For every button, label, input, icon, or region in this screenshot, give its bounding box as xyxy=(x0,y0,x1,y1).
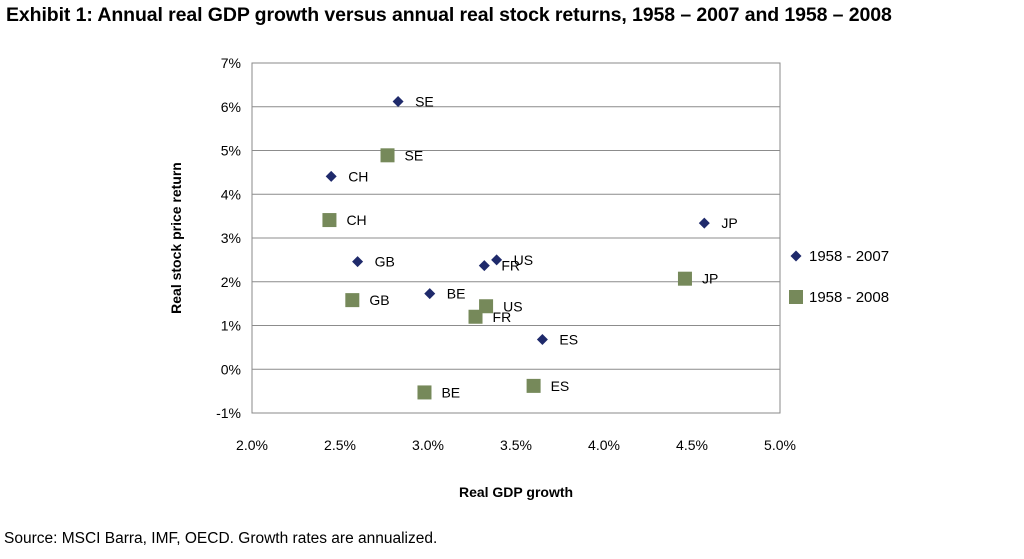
legend-label: 1958 - 2007 xyxy=(809,248,889,265)
x-tick-label: 2.0% xyxy=(236,437,268,453)
data-point-diamond xyxy=(325,170,337,182)
data-label: FR xyxy=(493,309,512,325)
data-point-diamond xyxy=(392,96,404,107)
data-label: US xyxy=(503,298,522,314)
data-point-square xyxy=(468,309,483,324)
data-point-diamond xyxy=(352,256,364,268)
y-tick-label: 3% xyxy=(221,230,241,246)
gridlines xyxy=(252,106,780,370)
data-label: FR xyxy=(501,258,520,274)
y-tick-label: 2% xyxy=(221,274,241,290)
data-point-square xyxy=(380,148,395,163)
legend: 1958 - 2007 1958 - 2008 xyxy=(789,248,889,306)
y-tick-label: 0% xyxy=(221,361,241,377)
x-tick-label: 4.0% xyxy=(588,437,620,453)
data-point-square xyxy=(417,385,432,400)
data-label: SE xyxy=(415,94,434,110)
scatter-chart: -1% 0% 1% 2% 3% 4% 5% 6% 7% 2.0% 2.5% 3.0% 3.5% 4.0%… xyxy=(168,55,889,500)
data-label: JP xyxy=(721,215,737,231)
data-point-square xyxy=(526,378,541,393)
y-tick-label: -1% xyxy=(216,405,241,421)
x-tick-label: 3.0% xyxy=(412,437,444,453)
y-axis-ticks: -1% 0% 1% 2% 3% 4% 5% 6% 7% xyxy=(216,55,241,421)
y-tick-label: 1% xyxy=(221,318,241,334)
x-tick-label: 2.5% xyxy=(324,437,356,453)
source-note: Source: MSCI Barra, IMF, OECD. Growth ra… xyxy=(4,530,438,547)
data-label: BE xyxy=(441,384,460,400)
data-point-square xyxy=(322,213,337,228)
data-label: BE xyxy=(447,286,466,302)
data-label: CH xyxy=(346,212,366,228)
x-tick-label: 5.0% xyxy=(764,437,796,453)
y-axis-title: Real stock price return xyxy=(168,162,184,314)
data-label: ES xyxy=(551,378,570,394)
data-label: SE xyxy=(405,147,424,163)
data-point-diamond xyxy=(491,254,503,266)
data-point-square xyxy=(345,293,360,308)
y-tick-label: 4% xyxy=(221,186,241,202)
legend-label: 1958 - 2008 xyxy=(809,289,889,306)
y-tick-label: 7% xyxy=(221,55,241,71)
x-axis-ticks: 2.0% 2.5% 3.0% 3.5% 4.0% 4.5% 5.0% xyxy=(236,437,796,453)
data-point-diamond xyxy=(536,334,548,345)
chart-title: Exhibit 1: Annual real GDP growth versus… xyxy=(6,4,892,26)
data-label: US xyxy=(514,252,533,268)
x-tick-label: 4.5% xyxy=(676,437,708,453)
data-label: GB xyxy=(375,254,395,270)
data-point-diamond xyxy=(478,260,490,272)
x-tick-label: 3.5% xyxy=(500,437,532,453)
data-point-square xyxy=(479,299,494,314)
y-tick-label: 6% xyxy=(221,99,241,115)
data-point-diamond xyxy=(698,217,710,229)
data-point-diamond xyxy=(424,288,436,300)
x-axis-title: Real GDP growth xyxy=(459,484,573,500)
data-point-square xyxy=(677,271,692,286)
data-label: CH xyxy=(348,168,368,184)
data-label: JP xyxy=(702,271,718,287)
y-tick-label: 5% xyxy=(221,143,241,159)
legend-marker xyxy=(790,250,802,262)
data-label: GB xyxy=(369,292,389,308)
legend-marker xyxy=(789,290,803,304)
data-label: ES xyxy=(559,332,578,348)
